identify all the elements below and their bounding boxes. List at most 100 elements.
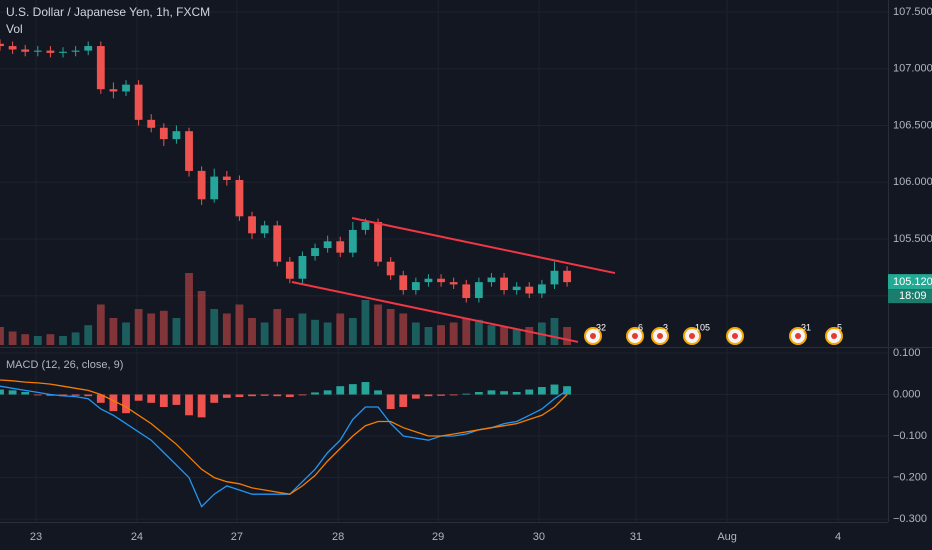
histogram-bar [84,394,93,397]
event-count: 3 [663,322,668,332]
candle-body [260,225,269,234]
histogram-bar [21,392,30,395]
candle-body [0,43,4,47]
candle-body [96,46,105,90]
candle-body [462,284,471,299]
candle-body [147,119,156,128]
histogram-bar [361,382,370,395]
histogram-bar [500,391,508,395]
y-tick-label: −0.100 [893,430,927,442]
grid [0,0,888,522]
event-icon[interactable] [726,327,744,345]
histogram-bar [374,390,382,395]
event-count: 6 [638,322,643,332]
last-price-box [888,274,932,290]
volume-bar [298,313,307,345]
histogram-bar [311,392,319,395]
event-icon[interactable]: 105 [683,322,710,345]
volume-bar [235,304,244,345]
histogram-bar [323,390,332,395]
histogram-bar [336,386,345,395]
candle-body [273,225,282,262]
histogram-bar [197,394,206,418]
candle-body [122,84,130,92]
candle-body [159,127,168,140]
x-tick-label: 27 [231,531,243,543]
histogram-bar [33,394,42,396]
candle-body [323,241,332,249]
countdown-label: 18:09 [899,290,927,302]
candle-body [411,282,420,291]
histogram-bar [563,386,571,395]
candle-body [361,221,370,230]
histogram-bar [474,392,483,395]
candle-body [500,277,508,291]
histogram-bar [537,387,546,395]
event-icon[interactable]: 6 [626,322,644,345]
event-dot [831,333,837,339]
histogram-bar [185,394,193,416]
histogram-bar [487,390,496,395]
histogram-bar [222,394,231,398]
event-count: 105 [695,322,710,332]
candle-body [235,179,244,217]
candle-body [374,221,382,262]
candle-body [336,241,345,253]
event-icon[interactable]: 32 [584,322,606,345]
plot-area [0,39,616,508]
volume-bar [512,328,521,345]
candle-body [8,46,17,50]
candle-body [59,51,67,53]
histogram-bar [411,394,420,399]
histogram-bar [462,393,471,395]
candle-body [84,46,93,51]
y-tick-label: 0.000 [893,388,921,400]
candle-body [311,248,319,257]
chart-title: U.S. Dollar / Japanese Yen, 1h, FXCM [6,5,210,19]
candle-body [134,84,143,120]
histogram-bar [285,394,294,398]
volume-bar [449,322,458,345]
histogram-bar [550,384,559,395]
event-dot [632,333,638,339]
volume-bar [550,318,559,345]
volume-bar [311,319,319,345]
event-dot [689,333,695,339]
candle-body [222,176,231,180]
candle-body [248,216,256,234]
candle-body [172,131,181,140]
volume-bar [323,322,332,345]
histogram-bar [235,394,244,398]
event-icon[interactable]: 5 [825,322,843,345]
y-tick-label: 106.000 [893,176,932,188]
volume-bar [71,332,80,345]
x-tick-label: 23 [30,531,42,543]
histogram-bar [109,394,118,412]
volume-bar [474,319,483,345]
candle-body [71,50,80,52]
volume-bar [361,300,370,345]
event-icon[interactable]: 3 [651,322,669,345]
candle-body [525,286,534,294]
event-count: 31 [801,322,811,332]
histogram-bar [8,390,17,395]
y-tick-label: −0.200 [893,471,927,483]
volume-bar [399,313,408,345]
candle-body [185,131,193,171]
x-tick-label: 30 [533,531,545,543]
volume-bar [185,273,193,345]
candle-body [21,49,30,52]
y-tick-label: 107.500 [893,6,932,18]
histogram-bar [159,394,168,407]
axes: 107.500107.000106.500106.000105.500105.0… [30,6,932,543]
candle-body [197,170,206,200]
candle-body [33,50,42,52]
event-count: 32 [596,322,606,332]
event-icon[interactable]: 31 [789,322,811,345]
events: 32 6 3 105 31 5 [584,322,843,345]
histogram-bar [399,394,408,407]
candle-body [437,278,445,283]
volume-bar [424,327,433,345]
volume-bar [273,309,282,345]
